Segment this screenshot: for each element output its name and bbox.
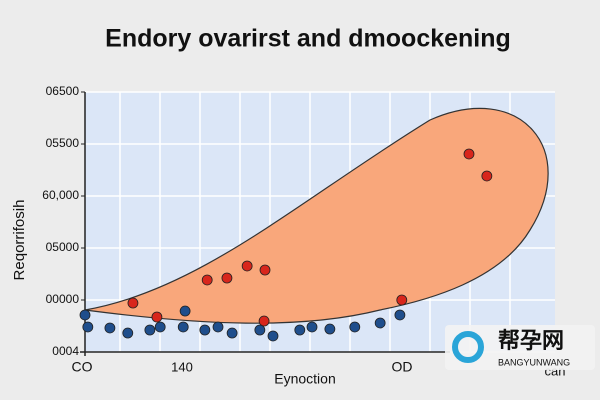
point: [259, 264, 271, 276]
point: [226, 327, 238, 339]
point: [212, 321, 224, 333]
x-annotation: CO: [72, 359, 93, 375]
area-shape: [84, 107, 549, 324]
point: [396, 294, 408, 306]
y-axis-label: Reqorrifosih: [11, 200, 28, 281]
point: [258, 315, 270, 327]
y-tick-label: 06500: [46, 84, 80, 98]
point: [177, 321, 189, 333]
chart-title: Endory ovarirst and dmoockening: [105, 25, 511, 53]
point: [122, 327, 134, 339]
point: [127, 297, 139, 309]
point: [104, 322, 116, 334]
point: [267, 330, 279, 342]
point: [481, 170, 493, 182]
point: [324, 323, 336, 335]
point: [463, 148, 475, 160]
point: [151, 311, 163, 323]
y-tick-label: 0004: [52, 344, 79, 358]
point: [144, 324, 156, 336]
x-annotation: OD: [392, 359, 413, 375]
point: [306, 321, 318, 333]
x-annotation: 140: [171, 359, 193, 374]
point: [154, 321, 166, 333]
point: [82, 321, 94, 333]
point: [201, 274, 213, 286]
point: [241, 260, 253, 272]
watermark-name: 帮孕网: [498, 328, 564, 353]
watermark-logo: [452, 331, 484, 363]
point: [349, 321, 361, 333]
point: [374, 317, 386, 329]
y-tick-label: 05500: [46, 136, 80, 150]
y-tick-label: 00000: [46, 292, 80, 306]
point: [199, 324, 211, 336]
y-tick-label: 05000: [46, 240, 80, 254]
point: [394, 309, 406, 321]
point: [254, 324, 266, 336]
point: [179, 305, 191, 317]
point: [221, 272, 233, 284]
watermark-sub: BANGYUNWANG: [498, 357, 570, 367]
y-tick-label: 60,000: [42, 188, 79, 202]
x-axis-label: Eynoction: [274, 371, 335, 387]
point: [294, 324, 306, 336]
point: [79, 309, 91, 321]
watermark-bg: [445, 325, 595, 370]
